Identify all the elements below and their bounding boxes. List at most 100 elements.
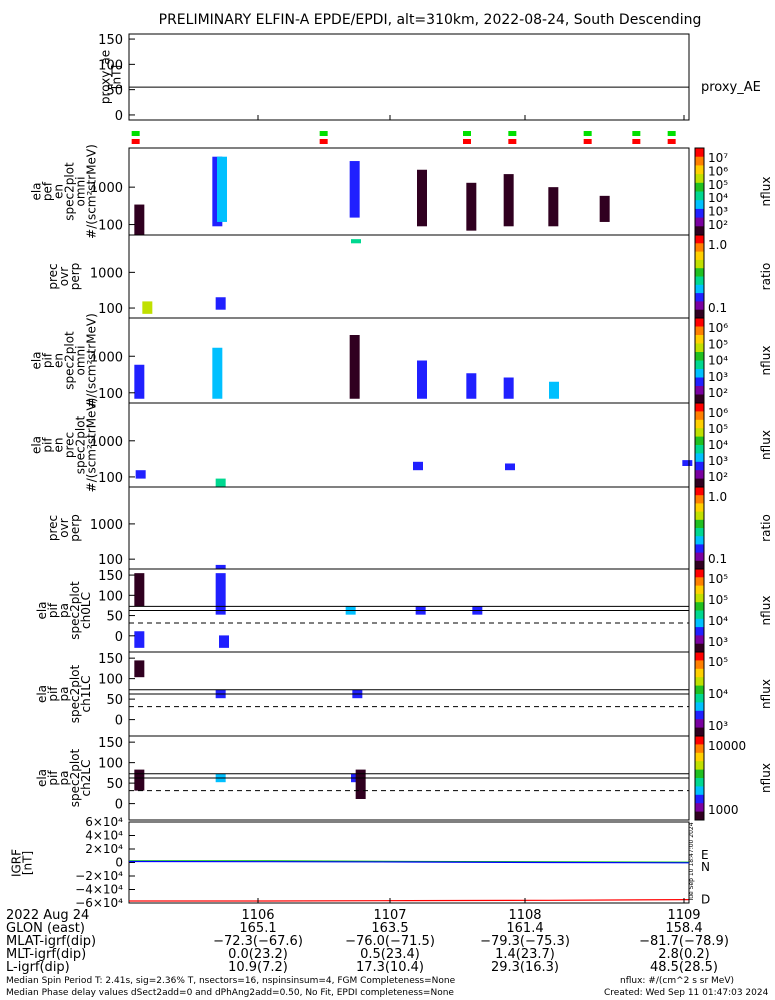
colorbar-segment (695, 268, 704, 277)
colorbar-unit: nflux (759, 596, 773, 626)
colorbar-label: 1.0 (708, 490, 727, 504)
igrf-series-N (128, 860, 690, 864)
colorbar-unit: nflux (759, 430, 773, 460)
xrow-value: −79.3(−75.3) (480, 934, 570, 949)
colorbar-label: 10⁵ (708, 655, 728, 669)
panel-ylabel-line: pif (41, 352, 55, 368)
igrf-ylabel: IGRF[nT] (10, 849, 35, 877)
colorbar-segment (695, 394, 704, 404)
colorbar-label: 10² (708, 470, 728, 484)
colorbar-segment (695, 461, 704, 471)
colorbar-unit: ratio (759, 263, 773, 291)
ae-ytick-label: 0 (115, 109, 123, 124)
panel-ytick-label: 1000 (90, 435, 123, 450)
panel-ylabel-line: prec (63, 432, 77, 458)
panel-ytick-label: 1000 (90, 518, 123, 533)
colorbar-unit: nflux (759, 346, 773, 376)
spectrogram-cell (503, 377, 514, 399)
colorbar-segment (695, 769, 704, 779)
xrow-value: 163.5 (371, 921, 408, 936)
spectrogram-cell (417, 169, 427, 227)
panel-ylabel-line: pa (57, 771, 71, 786)
panel-ylabel-line: pif (46, 686, 60, 702)
colorbar-label: 10³ (708, 370, 728, 384)
colorbar-segment (695, 419, 704, 429)
panel-ylabel-line: pa (57, 603, 71, 618)
colorbar-segment (695, 585, 704, 595)
colorbar-segment (695, 778, 704, 787)
footer-line-1: Median Spin Period T: 2.41s, sig=2.36% T… (6, 976, 456, 986)
colorbar-segment (695, 259, 704, 269)
panel-ylabel-line: perp (68, 263, 82, 291)
spectrogram-cell (349, 161, 360, 218)
ae-panel-frame (128, 33, 690, 121)
ae-legend-label: proxy_AE (701, 80, 761, 95)
colorbar-segment (695, 386, 704, 395)
igrf-ytick-label: 6×10⁴ (85, 815, 123, 829)
xrow-value: 1107 (373, 908, 406, 923)
colorbar-segment (695, 369, 704, 378)
colorbar-segment (695, 174, 704, 184)
colorbar-label: 10⁴ (708, 191, 728, 205)
spin-marker-red (667, 139, 676, 144)
colorbar-segment (695, 811, 704, 821)
colorbar-segment (695, 243, 704, 253)
colorbar-segment (695, 702, 704, 712)
spin-marker-green (583, 131, 592, 136)
ae-ylabel-line: proxy_ae (99, 50, 113, 104)
colorbar-label: 10² (708, 218, 728, 232)
colorbar-segment (695, 694, 704, 703)
xrow-label: 2022 Aug 24 (6, 908, 89, 923)
colorbar-label: 10³ (708, 719, 728, 733)
panel-bg (129, 235, 689, 318)
colorbar-segment (695, 643, 704, 653)
panel-ytick-label: 100 (98, 302, 123, 317)
panel-ylabel-line: perp (68, 514, 82, 542)
colorbar-label: 1.0 (708, 238, 727, 252)
colorbar-segment (695, 293, 704, 302)
igrf-ytick-label: −6×10⁴ (75, 896, 123, 910)
spectrogram-cell (215, 297, 226, 310)
spectrogram-cell (219, 635, 229, 648)
spin-marker-red (583, 139, 592, 144)
colorbar-segment (695, 495, 704, 504)
panel-bg (129, 403, 689, 487)
panel-ylabel-line: en (52, 353, 66, 368)
panel-ylabel-line: ovr (57, 518, 71, 537)
colorbar-segment (695, 744, 704, 754)
spectrogram-cell (212, 347, 223, 399)
panel-ytick-label: 100 (98, 387, 123, 402)
colorbar-segment (695, 436, 704, 446)
colorbar-segment (695, 528, 704, 537)
colorbar-segment (695, 652, 704, 661)
panel-ytick-label: 50 (106, 693, 123, 708)
panel-ylabel-line: pif (46, 602, 60, 618)
spectrogram-cell (503, 174, 514, 227)
panel-ytick-label: 100 (98, 219, 123, 234)
panel-ylabel-line: #/(scm²strMeV) (85, 144, 99, 239)
panel-ytick-label: 1000 (90, 266, 123, 281)
panel-ytick-label: 150 (98, 652, 123, 667)
igrf-ylabel-line: IGRF (10, 849, 24, 877)
colorbar-segment (695, 719, 704, 729)
colorbar-segment (695, 360, 704, 370)
colorbar-unit: nflux (759, 763, 773, 793)
xrow-value: 2.8(0.2) (658, 947, 710, 962)
panel-ylabel-line: ch2LC (79, 760, 93, 797)
panel-ytick-label: 100 (98, 553, 123, 568)
ae-ylabel-line: [nT] (110, 65, 124, 89)
spin-marker-red (508, 139, 517, 144)
colorbar-segment (695, 235, 704, 244)
spectrogram-cell (217, 156, 227, 222)
colorbar-segment (695, 560, 704, 570)
spin-marker-red (463, 139, 471, 144)
panel-ylabel-line: spec2plot (63, 331, 77, 390)
panel-ylabel-line: ela (35, 685, 49, 703)
igrf-ylabel-line: [nT] (21, 851, 35, 875)
figure-title: PRELIMINARY ELFIN-A EPDE/EPDI, alt=310km… (159, 12, 702, 28)
colorbar-segment (695, 318, 704, 327)
panel-ytick-label: 100 (98, 757, 123, 772)
colorbar-segment (695, 752, 704, 762)
